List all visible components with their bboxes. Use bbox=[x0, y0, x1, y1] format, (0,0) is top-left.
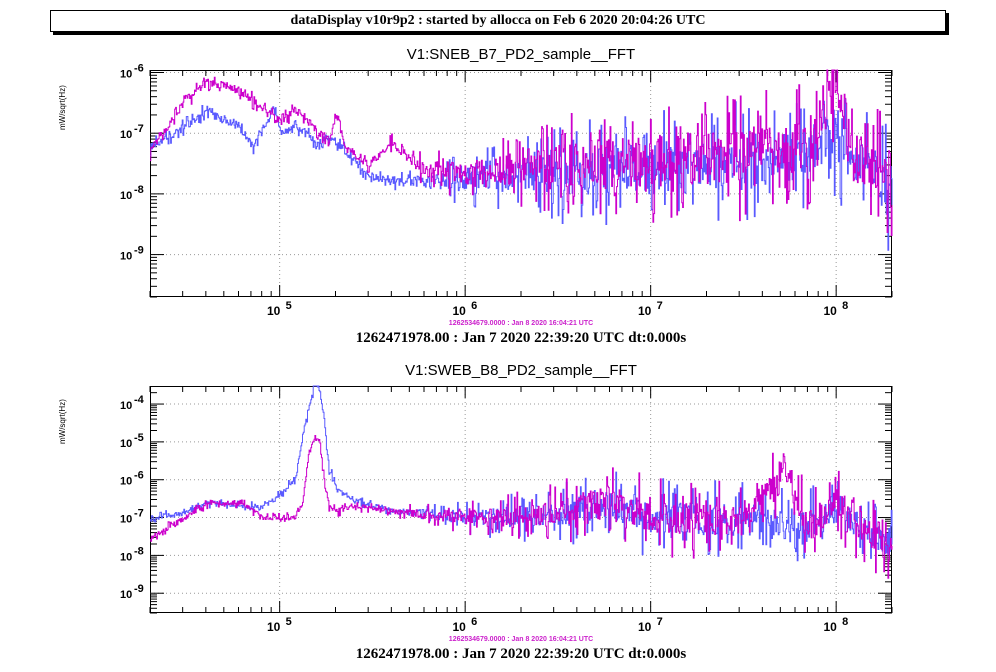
y-tick-exponent-bottom: -8 bbox=[134, 545, 144, 557]
y-tick-exponent-top: -9 bbox=[134, 245, 144, 257]
y-tick-label-top: 10 bbox=[120, 190, 132, 202]
time-label-bottom: 1262471978.00 : Jan 7 2020 22:39:20 UTC … bbox=[355, 646, 687, 662]
y-tick-exponent-bottom: -9 bbox=[134, 583, 144, 595]
y-tick-exponent-top: -7 bbox=[134, 123, 144, 135]
y-tick-exponent-bottom: -5 bbox=[134, 432, 144, 444]
chart-title-top: V1:SNEB_B7_PD2_sample__FFT bbox=[406, 46, 636, 63]
y-tick-label-bottom: 10 bbox=[120, 514, 132, 526]
display-title-box: dataDisplay v10r9p2 : started by allocca… bbox=[50, 10, 946, 32]
chart-title-bottom: V1:SWEB_B8_PD2_sample__FFT bbox=[405, 362, 637, 379]
x-tick-exponent-top: 5 bbox=[286, 300, 292, 312]
y-tick-label-bottom: 10 bbox=[120, 551, 132, 563]
y-tick-exponent-bottom: -4 bbox=[134, 394, 145, 406]
y-tick-label-bottom: 10 bbox=[120, 438, 132, 450]
y-tick-exponent-top: -6 bbox=[134, 63, 144, 75]
x-tick-exponent-top: 7 bbox=[657, 300, 663, 312]
x-tick-exponent-bottom: 6 bbox=[471, 616, 477, 628]
series-line-top-2 bbox=[150, 69, 893, 236]
series-line-top-1 bbox=[150, 99, 893, 251]
x-tick-label-bottom: 10 bbox=[452, 620, 466, 634]
series-line-bottom-2 bbox=[150, 435, 893, 579]
display-title: dataDisplay v10r9p2 : started by allocca… bbox=[290, 13, 706, 28]
time-label-top: 1262471978.00 : Jan 7 2020 22:39:20 UTC … bbox=[355, 330, 687, 346]
x-tick-label-top: 10 bbox=[638, 304, 652, 318]
y-tick-exponent-bottom: -6 bbox=[134, 470, 144, 482]
y-tick-label-top: 10 bbox=[120, 251, 132, 263]
y-tick-label-top: 10 bbox=[120, 69, 132, 81]
y-tick-label-bottom: 10 bbox=[120, 476, 132, 488]
x-tick-exponent-top: 6 bbox=[471, 300, 477, 312]
series-line-bottom-1 bbox=[150, 385, 893, 562]
x-tick-label-bottom: 10 bbox=[267, 620, 281, 634]
y-tick-label-bottom: 10 bbox=[120, 589, 132, 601]
x-tick-label-top: 10 bbox=[267, 304, 281, 318]
stamp-bottom: 1262534679.0000 : Jan 8 2020 16:04:21 UT… bbox=[448, 636, 594, 643]
x-tick-label-bottom: 10 bbox=[638, 620, 652, 634]
y-tick-label-bottom: 10 bbox=[120, 400, 132, 412]
y-tick-exponent-bottom: -7 bbox=[134, 508, 144, 520]
x-tick-exponent-top: 8 bbox=[842, 300, 848, 312]
x-tick-exponent-bottom: 5 bbox=[286, 616, 292, 628]
x-tick-label-top: 10 bbox=[452, 304, 466, 318]
y-tick-label-top: 10 bbox=[120, 129, 132, 141]
x-tick-exponent-bottom: 7 bbox=[657, 616, 663, 628]
x-tick-label-bottom: 10 bbox=[823, 620, 837, 634]
stamp-top: 1262534679.0000 : Jan 8 2020 16:04:21 UT… bbox=[448, 320, 594, 327]
x-tick-exponent-bottom: 8 bbox=[842, 616, 848, 628]
y-tick-exponent-top: -8 bbox=[134, 184, 144, 196]
x-tick-label-top: 10 bbox=[823, 304, 837, 318]
